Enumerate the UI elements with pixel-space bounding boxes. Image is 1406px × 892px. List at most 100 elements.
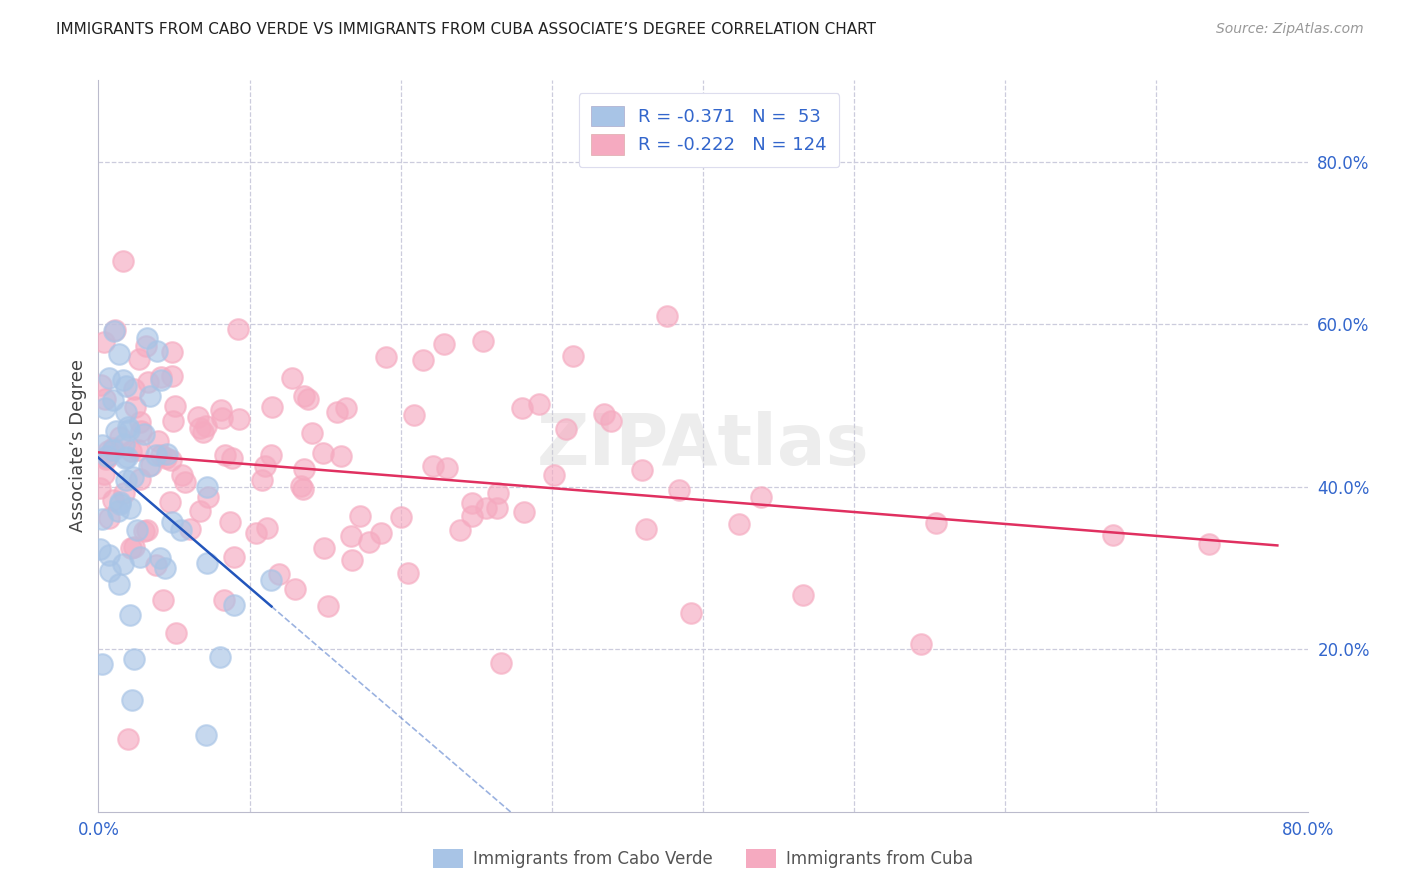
Point xyxy=(474,501,496,516)
Point xyxy=(910,637,932,651)
Legend: R = -0.371   N =  53, R = -0.222   N = 124: R = -0.371 N = 53, R = -0.222 N = 124 xyxy=(579,93,839,167)
Y-axis label: Associate’s Degree: Associate’s Degree xyxy=(69,359,87,533)
Point xyxy=(357,535,380,549)
Point xyxy=(211,410,233,425)
Point xyxy=(599,414,621,428)
Point xyxy=(162,414,184,428)
Point xyxy=(148,434,170,449)
Point xyxy=(260,400,283,414)
Point xyxy=(170,523,193,537)
Point xyxy=(325,405,347,419)
Point xyxy=(529,396,551,410)
Point xyxy=(554,422,576,436)
Point xyxy=(117,731,139,746)
Legend: Immigrants from Cabo Verde, Immigrants from Cuba: Immigrants from Cabo Verde, Immigrants f… xyxy=(426,842,980,875)
Point xyxy=(149,551,172,566)
Point xyxy=(260,573,283,587)
Point xyxy=(290,478,312,492)
Point xyxy=(657,309,679,323)
Point xyxy=(120,443,142,458)
Point xyxy=(108,497,131,511)
Point xyxy=(165,626,187,640)
Point xyxy=(461,509,484,524)
Point xyxy=(97,371,120,385)
Point xyxy=(422,458,444,473)
Point xyxy=(188,421,211,435)
Point xyxy=(281,371,304,385)
Point xyxy=(179,522,201,536)
Point xyxy=(160,453,183,467)
Point xyxy=(150,373,173,387)
Point xyxy=(224,549,246,564)
Point xyxy=(224,599,246,613)
Point xyxy=(486,486,509,500)
Point xyxy=(160,368,183,383)
Point xyxy=(925,516,948,530)
Point xyxy=(96,450,118,464)
Point xyxy=(125,523,148,537)
Point xyxy=(197,490,219,504)
Point xyxy=(292,462,315,476)
Point xyxy=(433,336,456,351)
Point xyxy=(129,472,152,486)
Point xyxy=(389,510,412,524)
Point xyxy=(135,523,157,537)
Point xyxy=(150,449,173,463)
Point xyxy=(436,461,458,475)
Point xyxy=(340,553,363,567)
Point xyxy=(221,450,243,465)
Point xyxy=(122,383,145,397)
Point xyxy=(118,500,141,515)
Point xyxy=(115,450,138,464)
Point xyxy=(145,448,167,462)
Point xyxy=(115,405,138,419)
Point xyxy=(228,412,250,426)
Text: ZIPAtlas: ZIPAtlas xyxy=(537,411,869,481)
Point xyxy=(128,351,150,366)
Point xyxy=(129,424,152,438)
Point xyxy=(136,330,159,344)
Point xyxy=(90,511,112,525)
Point xyxy=(96,450,118,465)
Point xyxy=(297,392,319,406)
Point xyxy=(197,556,219,570)
Point xyxy=(89,481,111,495)
Point xyxy=(90,378,112,392)
Point xyxy=(513,504,536,518)
Point xyxy=(250,473,273,487)
Point xyxy=(792,588,814,602)
Point xyxy=(112,373,135,387)
Point xyxy=(155,450,177,465)
Point xyxy=(727,516,749,531)
Point xyxy=(449,523,471,537)
Point xyxy=(159,495,181,509)
Point xyxy=(93,335,115,350)
Point xyxy=(316,599,339,613)
Point xyxy=(194,728,217,742)
Point xyxy=(103,441,125,455)
Point xyxy=(485,501,508,516)
Point xyxy=(118,607,141,622)
Point xyxy=(1102,527,1125,541)
Point xyxy=(150,370,173,384)
Point xyxy=(90,438,112,452)
Point xyxy=(156,447,179,461)
Point xyxy=(101,392,124,407)
Point xyxy=(375,351,398,365)
Point xyxy=(97,511,120,525)
Point xyxy=(335,401,357,415)
Point xyxy=(312,541,335,555)
Point xyxy=(284,582,307,597)
Point xyxy=(404,408,426,422)
Point xyxy=(312,446,335,460)
Point xyxy=(129,415,152,429)
Point xyxy=(96,451,118,466)
Point xyxy=(191,425,214,440)
Point xyxy=(1198,536,1220,550)
Point xyxy=(160,345,183,359)
Point xyxy=(668,483,690,497)
Point xyxy=(208,650,231,665)
Point xyxy=(679,606,702,620)
Point xyxy=(187,410,209,425)
Point xyxy=(396,566,419,580)
